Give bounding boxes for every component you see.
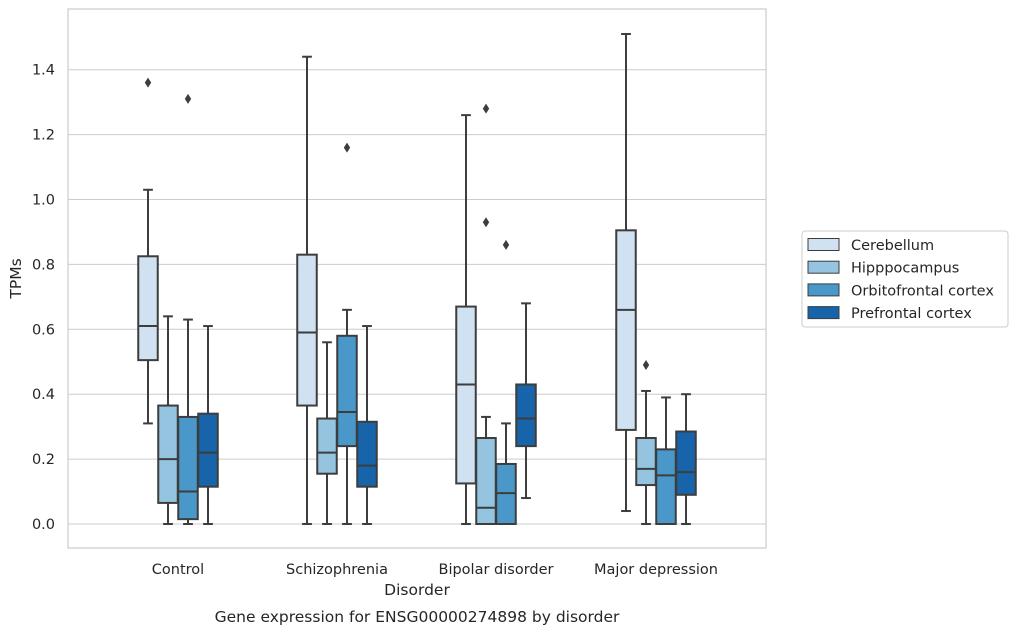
box-orbitofrontal-cortex (495, 239, 517, 525)
box-prefrontal-cortex (197, 325, 219, 525)
outlier-point (482, 103, 490, 114)
iqr-box (356, 420, 378, 488)
x-axis-label: Disorder (384, 581, 450, 599)
iqr-box (316, 417, 338, 475)
box-plot-marks (137, 33, 697, 526)
box-orbitofrontal-cortex (655, 396, 677, 525)
legend-label: Hipppocampus (851, 261, 959, 277)
iqr-box (157, 404, 179, 504)
y-tick-label: 0.0 (32, 517, 55, 533)
box-hipppocampus (316, 341, 338, 525)
iqr-box (296, 253, 318, 407)
legend-swatch (807, 260, 840, 274)
chart-caption: Gene expression for ENSG00000274898 by d… (215, 608, 620, 626)
legend-swatch (807, 306, 840, 320)
x-tick-label: Bipolar disorder (439, 562, 554, 578)
legend-label: Orbitofrontal cortex (851, 283, 994, 299)
y-tick-label: 1.2 (32, 128, 55, 144)
iqr-box (336, 334, 358, 448)
legend: Cerebellum Hipppocampus Orbitofrontal cort… (801, 230, 1009, 328)
y-tick-label: 0.6 (32, 322, 55, 338)
legend-label: Cerebellum (851, 238, 934, 254)
x-tick-label: Control (152, 562, 204, 578)
iqr-box (197, 412, 219, 488)
y-axis-label: TPMs (7, 258, 25, 299)
y-tick-label: 1.4 (32, 63, 55, 79)
plot-frame (67, 8, 767, 549)
iqr-box (635, 437, 657, 487)
box-cerebellum (296, 55, 318, 525)
outlier-point (184, 93, 192, 104)
box-orbitofrontal-cortex (177, 93, 199, 525)
outlier-point (343, 142, 351, 153)
iqr-box (675, 430, 697, 496)
outlier-point (144, 77, 152, 88)
x-tick-label: Major depression (594, 562, 718, 578)
legend-swatch (807, 283, 840, 297)
box-prefrontal-cortex (356, 325, 378, 525)
y-tick-label: 0.2 (32, 452, 55, 468)
box-hipppocampus (157, 315, 179, 525)
box-cerebellum (455, 114, 477, 525)
iqr-box (455, 305, 477, 485)
outlier-point (502, 239, 510, 250)
iqr-box (137, 255, 159, 362)
iqr-box (655, 448, 677, 525)
x-axis-ticks: Control Schizophrenia Bipolar disorder Majo… (152, 562, 718, 578)
iqr-box (177, 415, 199, 521)
legend-swatch (807, 238, 840, 251)
outlier-point (642, 359, 650, 370)
box-hipppocampus (475, 103, 497, 526)
box-prefrontal-cortex (515, 302, 537, 500)
y-tick-label: 1.0 (32, 193, 55, 209)
box-hipppocampus (635, 359, 657, 525)
box-cerebellum (137, 77, 159, 425)
box-cerebellum (615, 33, 637, 513)
x-tick-label: Schizophrenia (286, 562, 388, 578)
legend-frame (801, 230, 1009, 328)
iqr-box (515, 383, 537, 448)
y-axis-ticks: 0.0 0.2 0.4 0.6 0.8 1.0 1.2 1.4 (32, 63, 55, 533)
iqr-box (475, 437, 497, 526)
y-tick-label: 0.4 (32, 387, 55, 403)
y-tick-label: 0.8 (32, 257, 55, 273)
box-prefrontal-cortex (675, 393, 697, 525)
legend-label: Prefrontal cortex (851, 306, 972, 322)
outlier-point (482, 217, 490, 228)
iqr-box (615, 229, 637, 431)
box-orbitofrontal-cortex (336, 142, 358, 525)
